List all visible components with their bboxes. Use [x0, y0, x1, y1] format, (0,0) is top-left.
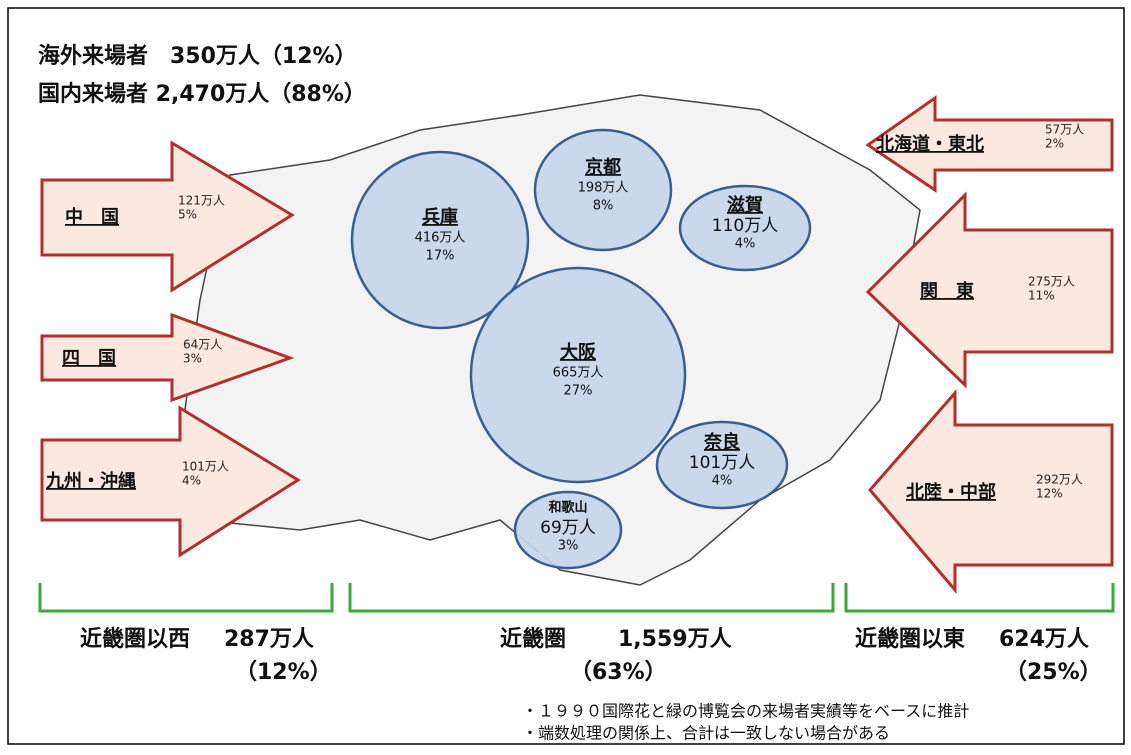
- arrow-name: 中 国: [65, 206, 119, 228]
- frame: [7, 7, 1125, 745]
- region-visitors: 624万人: [999, 627, 1089, 652]
- arrow: [40, 405, 301, 558]
- circle-visitors: 198万人: [578, 181, 629, 196]
- circle-name: 和歌山: [548, 500, 587, 516]
- circle-share: 4%: [735, 237, 756, 252]
- region-circle: [655, 420, 789, 510]
- region-circle: [469, 266, 687, 484]
- arrow-share: 2%: [1045, 137, 1064, 151]
- header-overseas: 海外来場者 350万人（12%）: [38, 43, 357, 69]
- arrow-visitors: 275万人: [1028, 275, 1075, 289]
- arrow-share: 11%: [1028, 289, 1055, 303]
- circle-share: 17%: [426, 249, 455, 264]
- region-share: （25%）: [1005, 660, 1102, 685]
- header-domestic: 国内来場者 2,470万人（88%）: [38, 82, 366, 107]
- region-share: （63%）: [570, 660, 667, 685]
- arrow-visitors: 121万人: [178, 194, 225, 208]
- arrow-name: 四 国: [62, 348, 116, 369]
- arrow: [40, 312, 295, 403]
- circle-share: 3%: [558, 539, 579, 554]
- circle-name: 京都: [585, 156, 621, 178]
- circle-share: 8%: [593, 199, 614, 214]
- region-name: 近畿圏以西: [80, 626, 190, 652]
- circle-visitors: 110万人: [712, 216, 778, 236]
- note: ・１９９０国際花と緑の博覧会の来場者実績等をベースに推計: [522, 702, 969, 721]
- region-visitors: 287万人: [224, 627, 314, 652]
- circle-visitors: 69万人: [540, 518, 596, 538]
- bracket: [38, 583, 334, 613]
- circle-visitors: 665万人: [553, 366, 604, 381]
- circle-name: 兵庫: [422, 206, 458, 228]
- arrow-visitors: 57万人: [1045, 123, 1084, 137]
- region-name: 近畿圏: [500, 626, 566, 652]
- arrow-name: 九州・沖縄: [45, 470, 136, 492]
- bracket: [348, 583, 835, 613]
- circle-visitors: 101万人: [689, 453, 755, 473]
- circle-visitors: 416万人: [415, 231, 466, 246]
- note: ・端数処理の関係上、合計は一致しない場合がある: [522, 724, 890, 743]
- circle-name: 奈良: [703, 431, 740, 453]
- arrow: [868, 389, 1114, 595]
- circle-name: 滋賀: [727, 194, 763, 216]
- arrow-visitors: 101万人: [182, 460, 229, 474]
- arrow-share: 4%: [182, 474, 201, 488]
- region-circle: [350, 150, 530, 330]
- region-circle: [678, 184, 812, 272]
- circle-share: 27%: [564, 384, 593, 399]
- arrow-visitors: 64万人: [183, 338, 222, 352]
- circle-share: 4%: [712, 474, 733, 489]
- arrow-visitors: 292万人: [1036, 473, 1083, 487]
- arrow-share: 5%: [178, 208, 197, 222]
- arrow-name: 北陸・中部: [906, 481, 996, 503]
- arrow-name: 関 東: [920, 280, 974, 302]
- region-visitors: 1,559万人: [618, 627, 732, 652]
- circle-name: 大阪: [560, 341, 597, 363]
- region-name: 近畿圏以東: [855, 626, 965, 652]
- arrow: [865, 191, 1114, 389]
- region-circle: [533, 128, 673, 252]
- arrow-share: 3%: [183, 352, 202, 366]
- arrow-share: 12%: [1036, 487, 1063, 501]
- region-share: （12%）: [235, 660, 332, 685]
- region-circle: [513, 490, 623, 570]
- arrow: [865, 95, 1114, 193]
- arrow: [40, 140, 295, 293]
- bracket: [844, 583, 1115, 613]
- arrow-name: 北海道・東北: [876, 133, 984, 155]
